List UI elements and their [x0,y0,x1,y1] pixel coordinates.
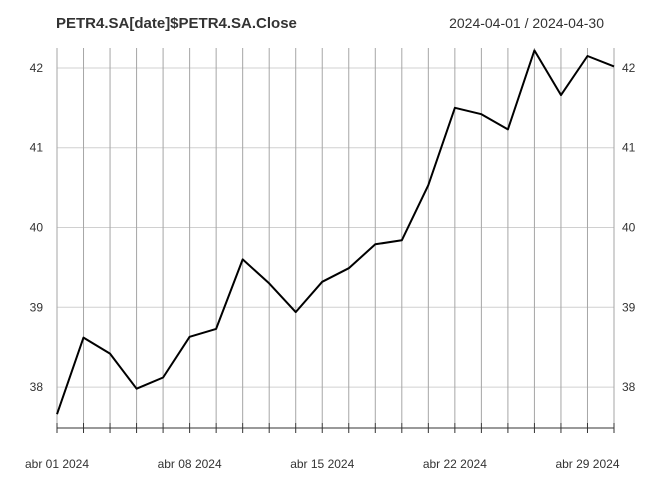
y-tick-label-right: 41 [622,141,636,155]
y-tick-label-left: 40 [30,221,44,235]
y-tick-label-right: 40 [622,221,636,235]
y-tick-label-right: 42 [622,61,636,75]
chart-title: PETR4.SA[date]$PETR4.SA.Close [56,15,297,32]
y-tick-label-left: 42 [30,61,44,75]
series [56,49,615,415]
y-tick-label-left: 38 [30,380,44,394]
grid [56,48,615,423]
x-tick-label: abr 22 2024 [423,457,487,471]
date-range-label: 2024-04-01 / 2024-04-30 [449,15,604,31]
axes: 38 38 39 39 40 40 41 41 42 42 abr 01 2024 abr 08 20… [25,61,636,471]
x-tick-label: abr 01 2024 [25,457,89,471]
y-tick-label-right: 38 [622,380,636,394]
x-tick-label: abr 08 2024 [158,457,222,471]
x-tick-label: abr 15 2024 [290,457,354,471]
y-tick-label-right: 39 [622,300,636,314]
y-tick-label-left: 39 [30,300,44,314]
y-tick-label-left: 41 [30,141,44,155]
close-price-line [56,49,615,415]
x-tick-label: abr 29 2024 [555,457,619,471]
